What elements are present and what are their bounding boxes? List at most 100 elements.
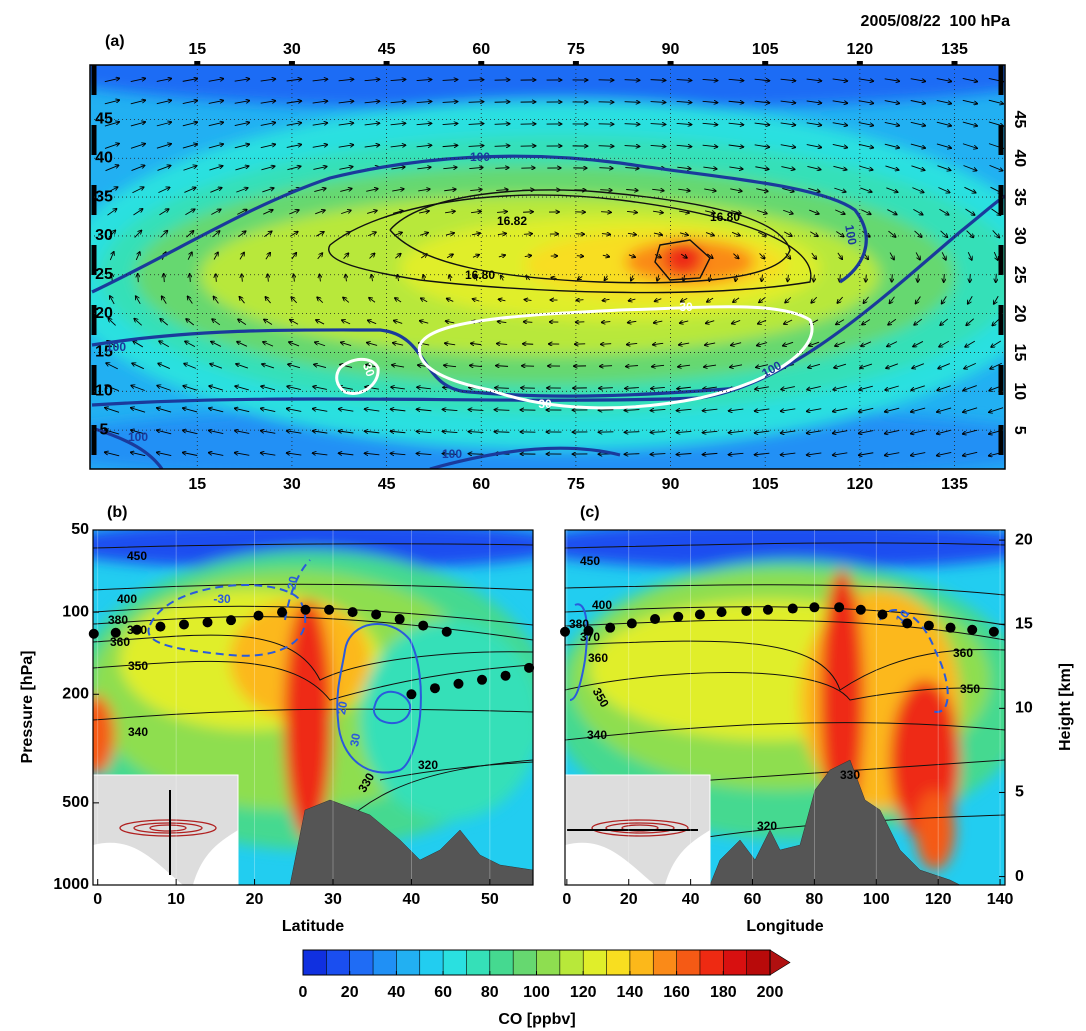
wind-arrow bbox=[286, 145, 301, 148]
wind-arrow bbox=[966, 318, 975, 325]
wind-arrow bbox=[185, 209, 194, 216]
wind-arrow bbox=[551, 277, 557, 278]
wind-arrow bbox=[678, 365, 691, 367]
wind-arrow bbox=[391, 409, 406, 411]
wind-arrow bbox=[914, 318, 923, 325]
wind-arrow bbox=[287, 166, 300, 171]
wind-arrow bbox=[498, 255, 505, 257]
wind-arrow bbox=[859, 430, 874, 434]
wind-arrow bbox=[884, 121, 899, 125]
wind-arrow bbox=[186, 319, 195, 326]
wind-arrow bbox=[703, 453, 718, 454]
x-tick-label: 90 bbox=[662, 476, 680, 493]
wind-arrow bbox=[754, 79, 770, 81]
wind-arrow bbox=[104, 78, 119, 83]
wind-arrow bbox=[780, 79, 796, 81]
plot-frame bbox=[564, 529, 1006, 886]
wind-arrow bbox=[861, 209, 870, 215]
wind-arrow bbox=[288, 364, 301, 369]
wind-arrow bbox=[320, 275, 321, 282]
isentrope bbox=[93, 708, 533, 721]
y-tick-label: 15 bbox=[1011, 344, 1028, 362]
wind-arrow bbox=[762, 274, 763, 282]
wind-arrow bbox=[265, 253, 270, 260]
y-tick-label: 10 bbox=[1011, 382, 1028, 400]
wind-arrow bbox=[108, 230, 116, 238]
wind-arrow bbox=[937, 407, 952, 412]
wind-arrow bbox=[312, 145, 328, 148]
wind-arrow bbox=[443, 454, 458, 455]
wind-arrow bbox=[365, 431, 380, 433]
wind-arrow bbox=[837, 252, 842, 259]
wind-arrow bbox=[705, 211, 715, 213]
wind-arrow bbox=[676, 80, 692, 81]
wind-arrow bbox=[910, 78, 926, 82]
wind-arrow bbox=[312, 123, 328, 125]
height-contour bbox=[389, 189, 791, 284]
wind-arrow bbox=[731, 231, 740, 235]
contour-label: 20 bbox=[334, 700, 350, 716]
colorbar-bin bbox=[559, 949, 584, 976]
tropopause-point bbox=[605, 622, 616, 633]
panel-label: (b) bbox=[107, 504, 127, 521]
wind-arrow bbox=[418, 189, 430, 191]
wind-arrow bbox=[234, 144, 249, 149]
tropopause-point bbox=[762, 604, 773, 615]
wind-arrow bbox=[417, 387, 431, 389]
wind-arrow bbox=[442, 123, 458, 124]
wind-arrow bbox=[733, 297, 740, 302]
wind-arrow bbox=[939, 208, 948, 215]
tropopause-point bbox=[441, 626, 452, 637]
wind-arrow bbox=[889, 252, 894, 260]
wind-arrow bbox=[729, 453, 744, 454]
wind-arrow bbox=[861, 341, 872, 346]
isentrope-label: 450 bbox=[127, 549, 147, 563]
wind-arrow bbox=[417, 453, 432, 454]
wind-arrow bbox=[524, 255, 531, 256]
wind-arrow bbox=[781, 431, 796, 433]
wind-arrow bbox=[964, 362, 977, 368]
wind-arrow bbox=[625, 388, 639, 389]
tropopause-point bbox=[429, 683, 440, 694]
wind-arrow bbox=[471, 211, 481, 212]
field-blob bbox=[90, 65, 1005, 110]
wind-arrow bbox=[315, 342, 326, 347]
wind-arrow bbox=[365, 409, 380, 411]
wind-arrow bbox=[809, 341, 820, 346]
wind-arrow bbox=[391, 387, 405, 389]
wind-arrow bbox=[159, 341, 170, 348]
wind-arrow bbox=[866, 274, 867, 281]
y-tick-label: 35 bbox=[1011, 188, 1028, 206]
wind-arrow bbox=[183, 166, 196, 171]
isentrope-label: 400 bbox=[592, 598, 612, 612]
wind-arrow bbox=[677, 431, 692, 432]
wind-arrow bbox=[600, 190, 612, 191]
panel-title: 2005/08/22 100 hPa bbox=[861, 13, 1011, 30]
x-tick-label: 40 bbox=[403, 891, 421, 908]
wind-arrow bbox=[937, 452, 952, 455]
wind-arrow bbox=[731, 210, 741, 214]
wind-arrow bbox=[938, 187, 949, 192]
wind-arrow bbox=[184, 364, 197, 369]
wind-arrow bbox=[443, 167, 456, 168]
wind-arrow bbox=[371, 275, 372, 282]
tropopause-point bbox=[855, 604, 866, 615]
wind-arrow bbox=[294, 274, 295, 282]
wind-arrow bbox=[912, 363, 925, 369]
x-tick-label: 30 bbox=[283, 41, 301, 58]
wind-arrow bbox=[394, 321, 403, 324]
wind-arrow bbox=[242, 274, 243, 282]
contour-label: 30 bbox=[679, 300, 693, 314]
wind-arrow bbox=[214, 297, 219, 304]
wind-arrow bbox=[157, 452, 172, 457]
y-tick-label: 25 bbox=[1011, 266, 1028, 284]
tropopause-point bbox=[500, 670, 511, 681]
isentrope-label: 380 bbox=[569, 617, 589, 631]
wind-arrow bbox=[445, 343, 456, 345]
colorbar-bin bbox=[442, 949, 468, 976]
wind-arrow bbox=[807, 408, 822, 412]
wind-arrow bbox=[136, 296, 141, 305]
wind-arrow bbox=[158, 187, 169, 194]
orography bbox=[709, 759, 961, 885]
y-tick-label: 30 bbox=[1011, 227, 1028, 245]
